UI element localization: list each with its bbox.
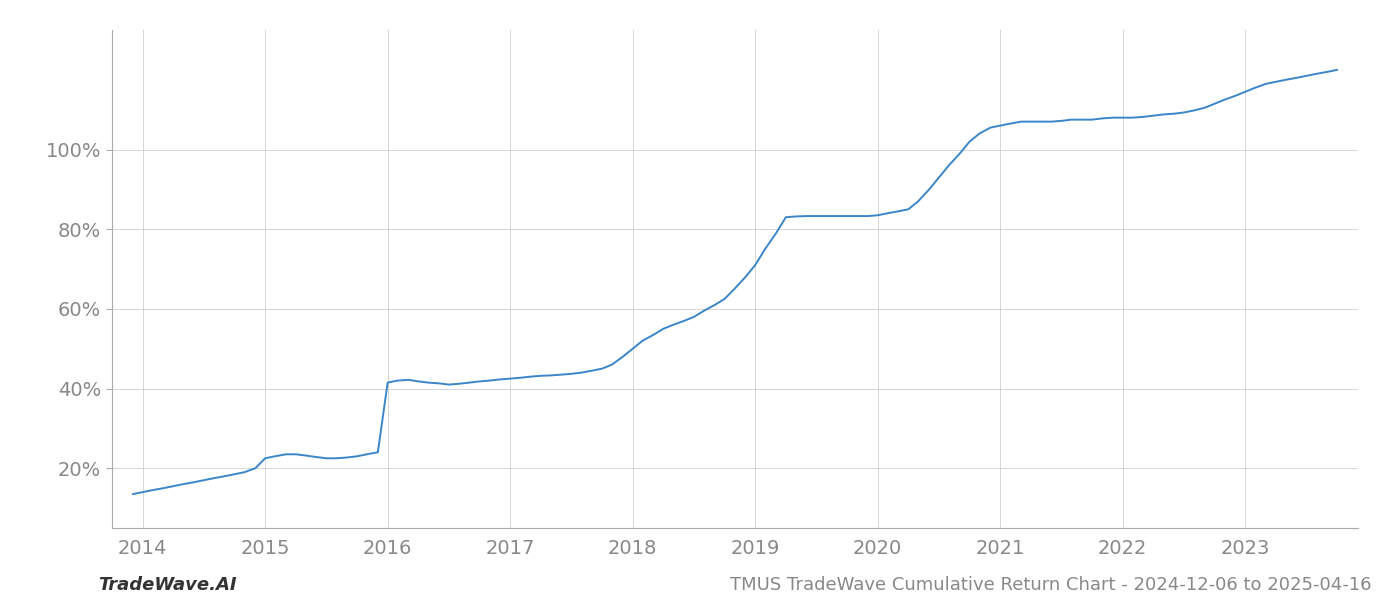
Text: TMUS TradeWave Cumulative Return Chart - 2024-12-06 to 2025-04-16: TMUS TradeWave Cumulative Return Chart -… — [731, 576, 1372, 594]
Text: TradeWave.AI: TradeWave.AI — [98, 576, 237, 594]
